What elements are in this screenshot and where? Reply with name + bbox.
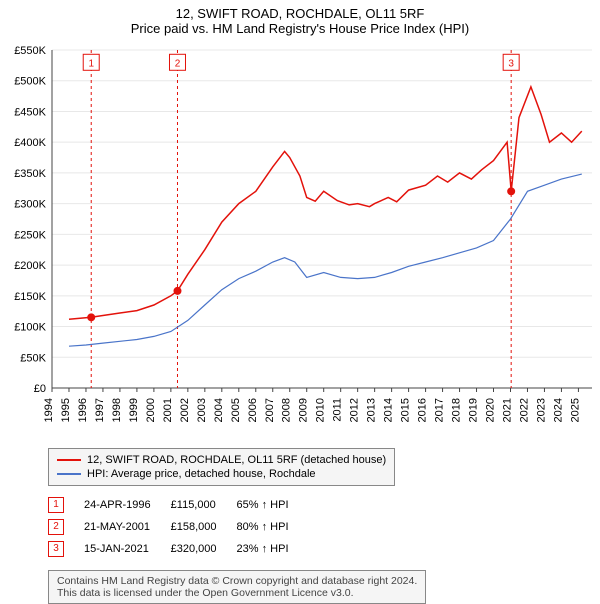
y-tick-label: £100K	[14, 322, 46, 334]
sale-dot	[173, 287, 181, 295]
chart: £0 £50K £100K £150K £200K £250K £300K £350K £400…	[0, 40, 600, 440]
y-tick-label: £400K	[14, 137, 46, 149]
x-tick-label: 2023	[535, 398, 547, 422]
sale-vs-hpi: 65% ↑ HPI	[237, 494, 309, 516]
x-tick-label: 2021	[501, 398, 513, 422]
x-tick-label: 1994	[43, 398, 55, 422]
y-tick-label: £250K	[14, 229, 46, 241]
title-subtitle: Price paid vs. HM Land Registry's House …	[0, 21, 600, 36]
sale-price: £158,000	[171, 516, 237, 538]
sales-table-row: 2 21-MAY-2001£158,00080% ↑ HPI	[48, 516, 309, 538]
sale-marker-number: 2	[175, 58, 181, 69]
x-tick-label: 2011	[332, 398, 344, 422]
x-tick-label: 1996	[77, 398, 89, 422]
sale-price: £320,000	[171, 538, 237, 560]
sale-date: 24-APR-1996	[84, 494, 171, 516]
x-tick-label: 2014	[383, 398, 395, 422]
sale-marker-number: 3	[508, 58, 514, 69]
y-tick-label: £150K	[14, 291, 46, 303]
footnote-line1: Contains HM Land Registry data © Crown c…	[57, 575, 417, 587]
x-tick-label: 2002	[179, 398, 191, 422]
legend-label: HPI: Average price, detached house, Roch…	[87, 468, 316, 480]
x-tick-label: 1999	[128, 398, 140, 422]
x-tick-label: 2018	[451, 398, 463, 422]
y-tick-label: £50K	[20, 352, 46, 364]
sale-number-box: 3	[48, 541, 64, 557]
x-tick-label: 2006	[247, 398, 259, 422]
x-tick-label: 2022	[518, 398, 530, 422]
x-tick-label: 1998	[111, 398, 123, 422]
x-tick-label: 2000	[145, 398, 157, 422]
sale-price: £115,000	[171, 494, 237, 516]
legend-label: 12, SWIFT ROAD, ROCHDALE, OL11 5RF (deta…	[87, 454, 386, 466]
x-tick-label: 2024	[552, 398, 564, 422]
sale-vs-hpi: 80% ↑ HPI	[237, 516, 309, 538]
x-tick-label: 2001	[162, 398, 174, 422]
x-tick-label: 2005	[230, 398, 242, 422]
sale-dot	[507, 187, 515, 195]
sale-date: 15-JAN-2021	[84, 538, 171, 560]
x-tick-label: 2016	[417, 398, 429, 422]
legend: 12, SWIFT ROAD, ROCHDALE, OL11 5RF (deta…	[48, 448, 395, 486]
title-address: 12, SWIFT ROAD, ROCHDALE, OL11 5RF	[0, 6, 600, 21]
sale-number-box: 2	[48, 519, 64, 535]
x-tick-label: 2008	[281, 398, 293, 422]
series-hpi	[69, 174, 582, 346]
legend-row: HPI: Average price, detached house, Roch…	[57, 467, 386, 481]
series-subject	[69, 87, 582, 319]
x-tick-label: 2012	[349, 398, 361, 422]
footnote-line2: This data is licensed under the Open Gov…	[57, 587, 417, 599]
sale-marker-number: 1	[88, 58, 94, 69]
x-tick-label: 2025	[569, 398, 581, 422]
title-block: 12, SWIFT ROAD, ROCHDALE, OL11 5RF Price…	[0, 0, 600, 40]
x-tick-label: 2013	[366, 398, 378, 422]
x-tick-label: 2015	[400, 398, 412, 422]
chart-svg: £0 £50K £100K £150K £200K £250K £300K £350K £400…	[0, 40, 600, 440]
legend-row: 12, SWIFT ROAD, ROCHDALE, OL11 5RF (deta…	[57, 453, 386, 467]
sale-date: 21-MAY-2001	[84, 516, 171, 538]
y-tick-label: £0	[34, 383, 46, 395]
y-tick-label: £500K	[14, 76, 46, 88]
sale-dot	[87, 313, 95, 321]
x-tick-label: 2010	[315, 398, 327, 422]
x-tick-label: 2007	[264, 398, 276, 422]
y-tick-label: £300K	[14, 199, 46, 211]
y-tick-label: £350K	[14, 168, 46, 180]
sale-number-box: 1	[48, 497, 64, 513]
x-tick-label: 1995	[60, 398, 72, 422]
x-tick-label: 2009	[298, 398, 310, 422]
legend-swatch	[57, 459, 81, 461]
x-tick-label: 2020	[485, 398, 497, 422]
x-tick-label: 1997	[94, 398, 106, 422]
x-tick-label: 2004	[213, 398, 225, 422]
sales-table: 1 24-APR-1996£115,00065% ↑ HPI 2 21-MAY-200…	[48, 494, 309, 560]
sales-table-row: 1 24-APR-1996£115,00065% ↑ HPI	[48, 494, 309, 516]
y-tick-label: £450K	[14, 106, 46, 118]
footnote: Contains HM Land Registry data © Crown c…	[48, 570, 426, 604]
chart-container: 12, SWIFT ROAD, ROCHDALE, OL11 5RF Price…	[0, 0, 600, 604]
x-tick-label: 2019	[468, 398, 480, 422]
sales-table-row: 3 15-JAN-2021£320,00023% ↑ HPI	[48, 538, 309, 560]
legend-swatch	[57, 473, 81, 475]
sale-vs-hpi: 23% ↑ HPI	[237, 538, 309, 560]
x-tick-label: 2017	[434, 398, 446, 422]
y-tick-label: £550K	[14, 45, 46, 57]
y-tick-label: £200K	[14, 260, 46, 272]
x-tick-label: 2003	[196, 398, 208, 422]
